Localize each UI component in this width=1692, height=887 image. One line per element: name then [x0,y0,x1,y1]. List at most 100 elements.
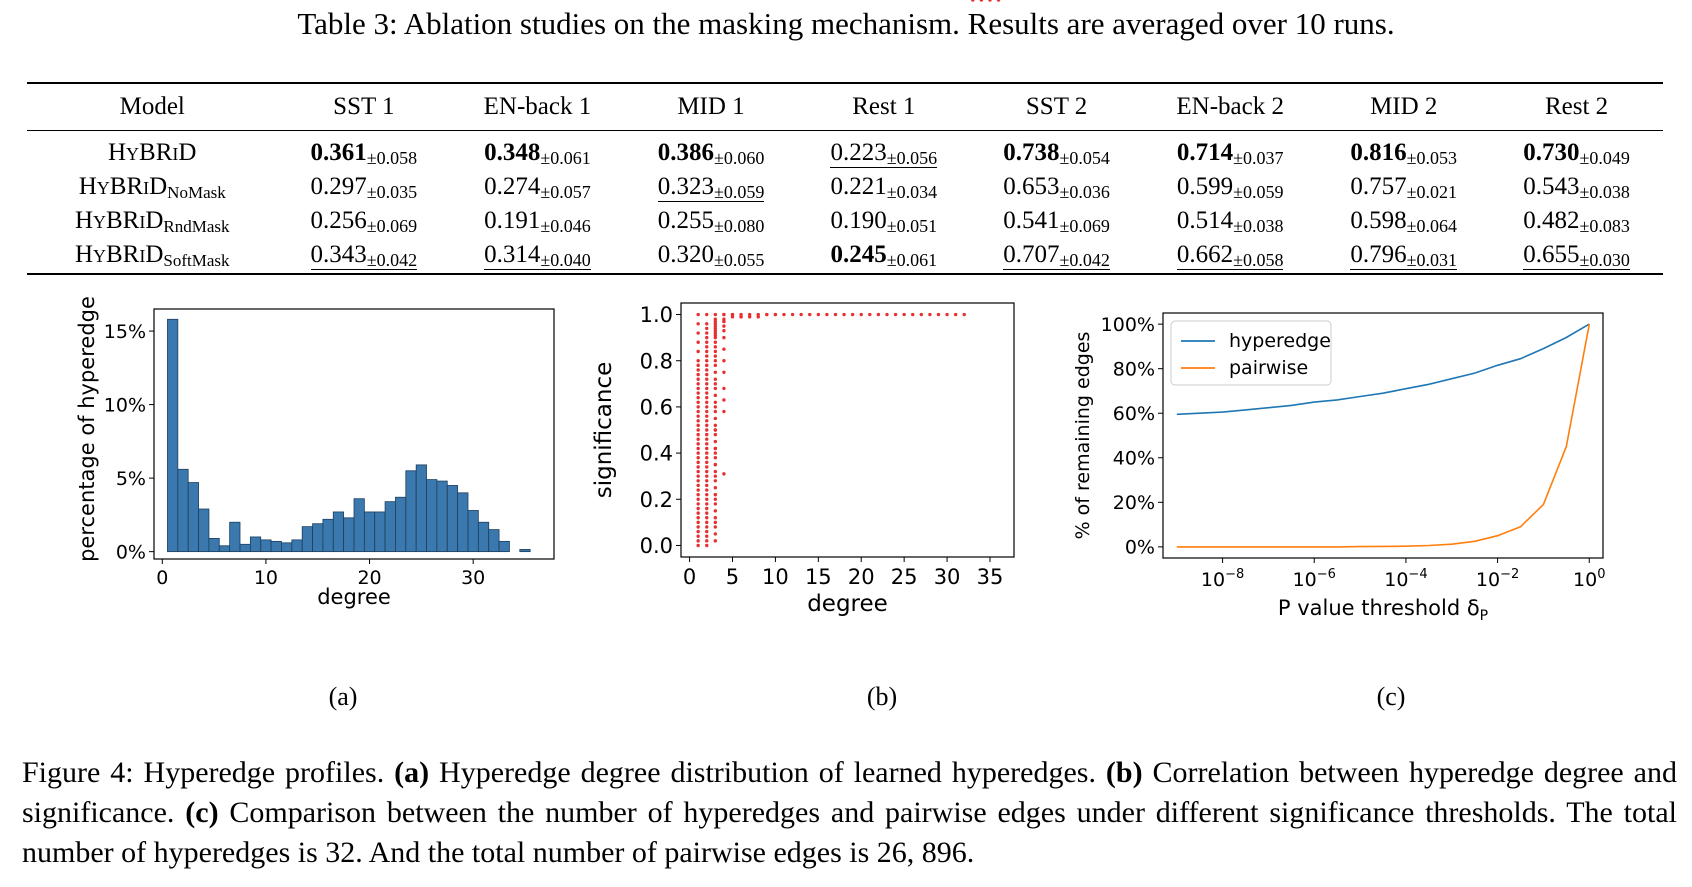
tick-base: 10 [1573,569,1597,591]
result-cell: 0.816±0.053 [1317,131,1490,172]
y-tick-label: 60% [1113,403,1155,425]
scatter-point [713,469,718,474]
result-std: ±0.046 [540,216,591,236]
scatter-point [696,543,700,548]
scatter-point [782,312,786,317]
scatter-point [705,502,709,506]
scatter-point [705,423,709,428]
scatter-point [705,516,709,520]
scatter-point [713,539,718,543]
result-std: ±0.034 [886,182,938,202]
histogram-bar [167,318,179,553]
result-cell: 0.714±0.037 [1143,131,1317,172]
result-mean: 0.256 [310,207,367,234]
figure-caption: Figure 4: Hyperedge profiles. (a) Hypere… [22,753,1677,873]
x-axis-label: degree [807,591,888,617]
scatter-point [696,451,700,455]
y-tick-label: 10% [104,394,146,416]
result-cell: 0.796±0.031 [1317,239,1490,274]
x-axis-label-main: P value threshold δ [1278,596,1480,620]
scatter-point [705,386,709,391]
result-std: ±0.042 [366,250,418,270]
model-name: HyBRiD [74,241,164,268]
scatter-point [705,479,709,483]
scatter-point [705,520,709,525]
legend-label-pairwise: pairwise [1229,357,1308,379]
scatter-point [713,497,718,501]
table-body: HyBRiD 0.361±0.058 0.348±0.061 0.386±0.060 0… [27,131,1663,274]
scatter-point [979,0,984,2]
result-std: ±0.038 [1579,182,1630,202]
scatter-point [696,432,700,437]
result-cell: 0.256±0.069 [277,205,450,239]
histogram-bar [519,549,531,553]
scatter-point [722,370,726,374]
scatter-point [696,377,700,381]
result-value: 0.386±0.060 [658,139,765,168]
result-value: 0.757±0.021 [1350,173,1457,202]
scatter-point [696,529,700,534]
result-std: ±0.031 [1406,250,1458,270]
scatter-point [705,359,709,363]
result-cell: 0.223±0.056 [797,131,970,172]
scatter-point [713,446,718,451]
subfig-label-a: (a) [328,682,358,711]
series-line-pairwise [1176,323,1591,548]
scatter-point [696,446,700,451]
x-axis-label: degree [317,585,391,609]
result-cell: 0.255±0.080 [625,205,798,239]
result-std: ±0.053 [1406,148,1458,168]
y-tick-label: 1.0 [640,303,673,327]
result-std: ±0.064 [1406,216,1458,236]
result-value: 0.730±0.049 [1523,139,1630,168]
scatter-point [705,345,709,349]
tick-exponent: −8 [1225,567,1244,582]
result-cell: 0.662±0.058 [1143,239,1317,274]
scatter-point [696,382,700,386]
scatter-point [705,400,709,404]
scatter-point [722,386,726,391]
scatter-point [696,520,700,525]
scatter-point [705,354,709,358]
result-std: ±0.058 [1233,250,1284,270]
scatter-point [713,532,718,536]
scatter-point [705,437,709,441]
x-tick-label: 10−2 [1476,567,1519,591]
result-value: 0.256±0.069 [310,207,418,236]
result-value: 0.255±0.080 [658,207,765,236]
result-mean: 0.541 [1003,207,1060,234]
ablation-table: Model SST 1 EN-back 1 MID 1 Rest 1 SST 2 EN-ba… [27,82,1663,275]
subfig-label-c: (c) [1376,682,1406,711]
plot-frame [680,302,1015,558]
y-tick-label: 0.4 [640,442,673,466]
result-mean: 0.514 [1176,207,1234,234]
scatter-point [705,331,709,335]
result-value: 0.655±0.030 [1523,241,1630,270]
caption-text-b: Correlation between hyperedge degree and… [22,756,1677,829]
result-cell: 0.361±0.058 [277,131,450,172]
column-header: Model [119,93,185,120]
plot-frame [1162,312,1604,559]
model-name-cell: HyBRiD [27,131,277,172]
table-row: HyBRiD 0.361±0.058 0.348±0.061 0.386±0.060 0… [27,131,1663,172]
scatter-point [722,335,726,340]
scatter-point [696,525,700,529]
scatter-point [696,414,700,418]
scatter-point [713,349,718,354]
x-tick-label: 20 [848,565,875,589]
table-row: HyBRiDRndMask 0.256±0.069 0.191±0.046 0.255… [27,205,1663,239]
result-value: 0.599±0.059 [1177,173,1284,202]
scatter-point [705,451,709,455]
y-axis-label: significance [591,362,617,499]
scatter-point [696,428,700,432]
scatter-point [705,349,709,354]
scatter-point [765,312,769,317]
scatter-point [988,0,992,2]
scatter-point [713,317,718,321]
result-mean: 0.245 [830,241,887,268]
column-header: Rest 2 [1544,93,1609,120]
scatter-point [696,437,700,441]
scatter-point [705,428,709,432]
result-mean: 0.757 [1350,173,1407,200]
y-tick-label: 0% [1125,537,1155,559]
